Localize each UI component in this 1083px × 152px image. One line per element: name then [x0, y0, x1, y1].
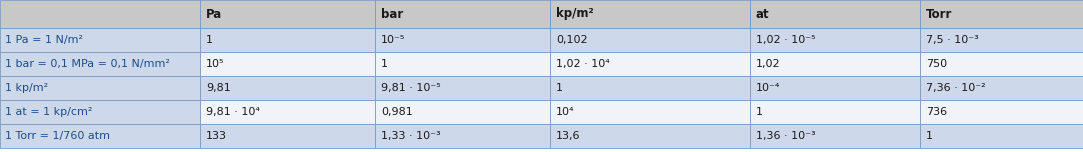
- Text: 10⁻⁴: 10⁻⁴: [756, 83, 781, 93]
- Text: Pa: Pa: [206, 7, 222, 21]
- Text: 1 at = 1 kp/cm²: 1 at = 1 kp/cm²: [5, 107, 92, 117]
- Text: bar: bar: [381, 7, 403, 21]
- Bar: [751, 0, 919, 28]
- Bar: [200, 76, 375, 100]
- Bar: [200, 100, 375, 124]
- Text: 0,102: 0,102: [556, 35, 588, 45]
- Bar: [550, 76, 751, 100]
- Bar: [550, 28, 751, 52]
- Bar: [0, 52, 200, 76]
- Text: 10⁻⁵: 10⁻⁵: [381, 35, 405, 45]
- Bar: [919, 100, 1083, 124]
- Text: 750: 750: [926, 59, 948, 69]
- Text: 1,02 · 10⁴: 1,02 · 10⁴: [556, 59, 610, 69]
- Text: 9,81 · 10⁴: 9,81 · 10⁴: [206, 107, 260, 117]
- Text: 1,36 · 10⁻³: 1,36 · 10⁻³: [756, 131, 815, 141]
- Bar: [550, 0, 751, 28]
- Text: 1 Pa = 1 N/m²: 1 Pa = 1 N/m²: [5, 35, 83, 45]
- Bar: [200, 52, 375, 76]
- Bar: [200, 28, 375, 52]
- Text: 1,02: 1,02: [756, 59, 781, 69]
- Bar: [550, 52, 751, 76]
- Bar: [200, 0, 375, 28]
- Bar: [919, 52, 1083, 76]
- Bar: [919, 76, 1083, 100]
- Bar: [919, 28, 1083, 52]
- Text: kp/m²: kp/m²: [556, 7, 593, 21]
- Text: 1: 1: [206, 35, 213, 45]
- Text: 736: 736: [926, 107, 948, 117]
- Text: 1: 1: [756, 107, 764, 117]
- Bar: [0, 124, 200, 148]
- Text: 9,81 · 10⁻⁵: 9,81 · 10⁻⁵: [381, 83, 441, 93]
- Bar: [375, 76, 550, 100]
- Bar: [0, 0, 200, 28]
- Text: 1: 1: [381, 59, 388, 69]
- Bar: [751, 76, 919, 100]
- Text: 10⁵: 10⁵: [206, 59, 224, 69]
- Bar: [751, 124, 919, 148]
- Bar: [375, 28, 550, 52]
- Bar: [919, 0, 1083, 28]
- Bar: [751, 52, 919, 76]
- Text: 0,981: 0,981: [381, 107, 413, 117]
- Text: 1: 1: [556, 83, 563, 93]
- Bar: [375, 52, 550, 76]
- Text: 9,81: 9,81: [206, 83, 231, 93]
- Text: 13,6: 13,6: [556, 131, 580, 141]
- Text: 7,36 · 10⁻²: 7,36 · 10⁻²: [926, 83, 986, 93]
- Bar: [200, 124, 375, 148]
- Text: 1 bar = 0,1 MPa = 0,1 N/mm²: 1 bar = 0,1 MPa = 0,1 N/mm²: [5, 59, 170, 69]
- Bar: [751, 28, 919, 52]
- Bar: [375, 124, 550, 148]
- Text: 1 Torr = 1/760 atm: 1 Torr = 1/760 atm: [5, 131, 110, 141]
- Bar: [751, 100, 919, 124]
- Bar: [550, 100, 751, 124]
- Text: at: at: [756, 7, 770, 21]
- Text: 1,33 · 10⁻³: 1,33 · 10⁻³: [381, 131, 441, 141]
- Text: 133: 133: [206, 131, 227, 141]
- Text: 1: 1: [926, 131, 932, 141]
- Bar: [0, 28, 200, 52]
- Text: 1 kp/m²: 1 kp/m²: [5, 83, 48, 93]
- Text: 1,02 · 10⁻⁵: 1,02 · 10⁻⁵: [756, 35, 815, 45]
- Text: Torr: Torr: [926, 7, 952, 21]
- Bar: [375, 0, 550, 28]
- Bar: [0, 100, 200, 124]
- Bar: [919, 124, 1083, 148]
- Bar: [375, 100, 550, 124]
- Bar: [550, 124, 751, 148]
- Text: 7,5 · 10⁻³: 7,5 · 10⁻³: [926, 35, 979, 45]
- Text: 10⁴: 10⁴: [556, 107, 574, 117]
- Bar: [0, 76, 200, 100]
